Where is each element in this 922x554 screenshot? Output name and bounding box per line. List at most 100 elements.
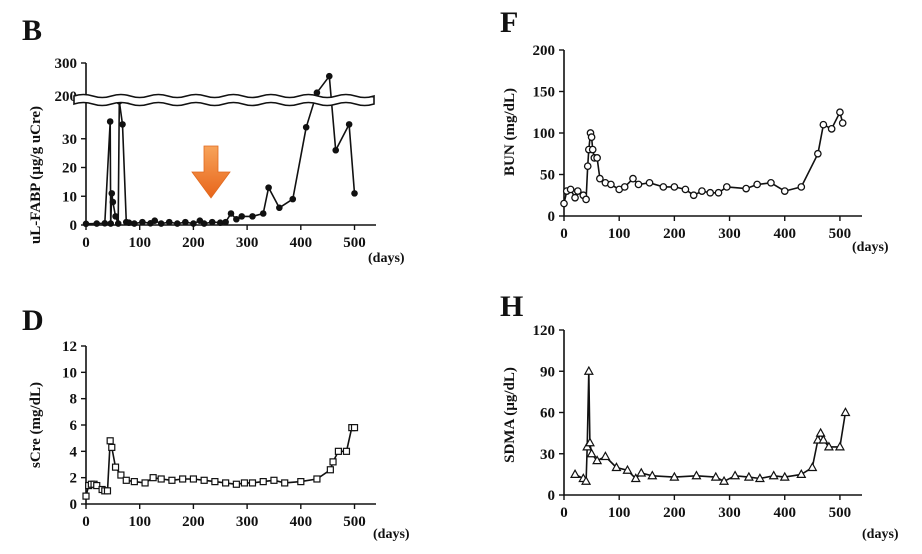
data-point-d [222, 479, 230, 487]
y-tick-label-d: 4 [70, 444, 78, 460]
data-point-h [779, 471, 790, 481]
data-point-d [82, 492, 90, 500]
panel-label-d: D [22, 304, 44, 337]
y-axis-title-f: BUN (mg/dL) [502, 88, 518, 176]
data-point-b [332, 146, 340, 154]
panel-b-chart: B uL-FABP (µg/g uCre) (days) 0 100 200 300 4… [22, 14, 405, 266]
data-point-f [566, 185, 575, 194]
data-point-h [768, 470, 779, 480]
axes-b [85, 63, 376, 226]
y-tick-label-f: 50 [540, 168, 555, 184]
panel-label-h: H [500, 290, 523, 323]
axis-break-band [73, 93, 375, 107]
data-point-b [106, 118, 114, 125]
data-point-h [840, 407, 851, 417]
y-tick-label-h: 0 [548, 488, 556, 504]
x-tick-label-f: 500 [829, 226, 852, 242]
data-point-b [107, 220, 115, 227]
data-point-h [823, 441, 834, 451]
data-point-d [297, 478, 305, 486]
y-tick-label-h: 30 [540, 447, 555, 463]
data-point-b [200, 220, 208, 227]
x-tick-label-d: 0 [82, 514, 90, 530]
data-point-d [342, 447, 351, 455]
data-point-f [819, 120, 828, 129]
y-tick-label-b: 200 [55, 89, 78, 105]
data-point-d [106, 437, 114, 445]
data-point-f [714, 188, 723, 197]
data-point-b [108, 190, 116, 197]
x-tick-label-b: 500 [343, 235, 366, 251]
data-point-f [681, 185, 690, 194]
data-point-b [208, 218, 216, 226]
x-axis-unit-h: (days) [862, 527, 899, 542]
data-point-h [586, 448, 597, 458]
x-tick-label-f: 100 [608, 226, 631, 242]
data-point-f [838, 119, 847, 127]
data-point-b [259, 210, 267, 217]
data-point-d [281, 479, 289, 487]
y-tick-label-h: 120 [533, 323, 556, 339]
y-tick-label-f: 200 [533, 43, 556, 59]
x-tick-label-f: 0 [560, 226, 568, 242]
data-point-f [753, 180, 761, 189]
data-point-d [168, 476, 176, 484]
data-point-f [659, 183, 668, 191]
data-point-f [797, 183, 806, 191]
data-point-d [179, 475, 187, 483]
data-point-d [240, 479, 249, 487]
data-point-f [722, 183, 731, 191]
data-point-b [173, 220, 181, 227]
data-point-b [265, 184, 272, 191]
data-point-f [645, 178, 654, 187]
data-point-b [109, 198, 117, 206]
data-point-b [93, 220, 101, 227]
data-point-h [743, 471, 754, 481]
data-point-d [350, 424, 359, 432]
data-point-b [165, 218, 173, 226]
x-tick-label-d: 200 [182, 514, 205, 530]
data-point-b [139, 218, 146, 226]
data-point-d [111, 463, 120, 471]
x-tick-label-d: 500 [343, 514, 366, 530]
data-point-f [583, 162, 592, 171]
data-point-d [200, 476, 208, 484]
data-point-b [276, 204, 283, 212]
data-point-h [600, 451, 611, 461]
y-tick-label-f: 150 [533, 85, 556, 101]
data-point-h [622, 464, 633, 474]
data-point-b [325, 72, 333, 80]
x-tick-label-h: 100 [608, 505, 631, 521]
y-tick-label-b: 10 [62, 189, 77, 205]
data-point-b [222, 218, 229, 226]
x-tick-label-b: 0 [82, 235, 90, 251]
panel-label-f: F [500, 6, 518, 39]
data-point-f [607, 180, 615, 189]
panel-label-b: B [22, 14, 42, 47]
data-point-b [114, 220, 122, 227]
data-point-f [814, 149, 822, 158]
data-point-d [130, 478, 138, 486]
data-point-f [827, 125, 836, 133]
data-point-f [588, 145, 597, 154]
data-point-f [582, 195, 590, 204]
x-tick-label-f: 300 [718, 226, 741, 242]
y-tick-label-d: 0 [70, 497, 78, 513]
y-tick-label-f: 100 [533, 126, 556, 142]
x-tick-label-f: 400 [773, 226, 796, 242]
x-tick-label-h: 200 [663, 505, 686, 521]
data-point-b [238, 213, 246, 220]
data-point-h [719, 475, 730, 485]
y-tick-label-d: 10 [62, 365, 77, 381]
y-tick-label-b: 0 [70, 218, 78, 234]
data-point-d [326, 466, 334, 474]
y-tick-label-d: 2 [70, 471, 78, 487]
data-point-f [571, 193, 579, 202]
data-point-b [157, 220, 165, 227]
x-axis-unit-f: (days) [852, 240, 889, 255]
y-tick-label-h: 90 [540, 364, 555, 380]
y-tick-label-f: 0 [548, 209, 556, 225]
x-tick-label-d: 400 [290, 514, 313, 530]
x-tick-label-h: 400 [773, 505, 796, 521]
data-point-d [270, 476, 278, 484]
